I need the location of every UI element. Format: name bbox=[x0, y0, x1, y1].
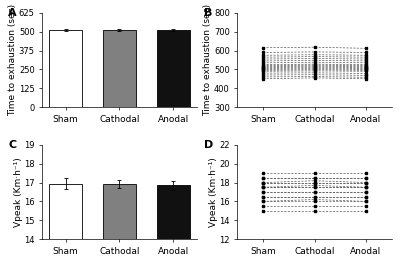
Y-axis label: Vpeak (Km·h⁻¹): Vpeak (Km·h⁻¹) bbox=[14, 157, 23, 227]
Y-axis label: Time to exhaustion (sec): Time to exhaustion (sec) bbox=[204, 4, 212, 116]
Bar bbox=[103, 30, 136, 107]
Text: B: B bbox=[204, 8, 212, 18]
Y-axis label: Time to exhaustion (sec): Time to exhaustion (sec) bbox=[8, 4, 17, 116]
Bar bbox=[157, 30, 190, 107]
Bar bbox=[157, 185, 190, 264]
Bar bbox=[103, 184, 136, 264]
Text: D: D bbox=[204, 140, 213, 150]
Bar bbox=[49, 183, 82, 264]
Text: A: A bbox=[8, 8, 17, 18]
Y-axis label: Vpeak (Km·h⁻¹): Vpeak (Km·h⁻¹) bbox=[209, 157, 218, 227]
Bar bbox=[49, 30, 82, 107]
Text: C: C bbox=[8, 140, 16, 150]
